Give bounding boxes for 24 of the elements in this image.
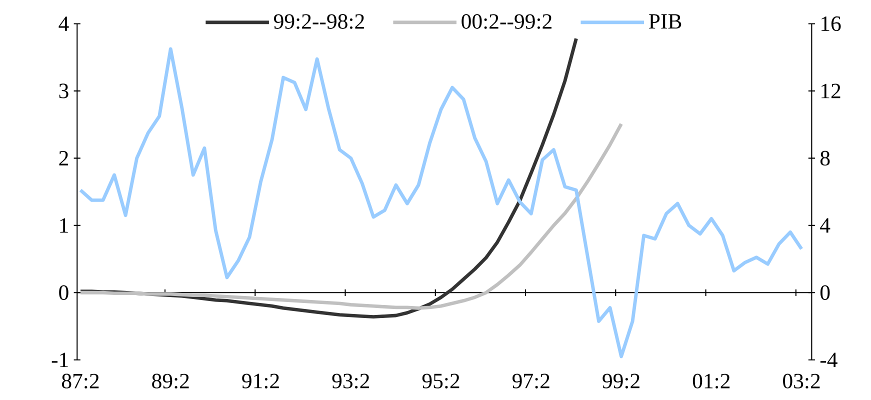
legend-label: 99:2--98:2 — [274, 14, 364, 29]
y-tick-label: -1 — [52, 352, 68, 367]
x-tick-label: 91:2 — [242, 374, 279, 388]
x-tick-label: 97:2 — [512, 374, 550, 388]
y2-tick-label: 16 — [822, 16, 841, 31]
y2-tick-label: 12 — [822, 84, 840, 98]
y-tick-label: 0 — [59, 285, 68, 300]
y2-tick-label: 0 — [820, 285, 830, 300]
x-tick-label: 93:2 — [332, 374, 370, 388]
y-tick-label: 3 — [59, 83, 68, 98]
x-tick-label: 87:2 — [62, 374, 99, 388]
y-tick-label: 2 — [59, 150, 68, 166]
legend-label: 00:2--99:2 — [462, 14, 552, 29]
y2-tick-label: -4 — [820, 352, 838, 367]
y2-tick-label: 8 — [820, 150, 830, 166]
x-tick-label: 89:2 — [152, 374, 189, 388]
x-tick-label: 03:2 — [783, 374, 820, 388]
y-tick-label: 4 — [58, 16, 69, 31]
legend-label: PIB — [648, 14, 682, 28]
y-tick-label: 1 — [60, 218, 68, 232]
y2-tick-label: 4 — [820, 218, 830, 232]
x-tick-label: 95:2 — [422, 374, 460, 388]
x-tick-label: 99:2 — [602, 374, 640, 388]
x-tick-label: 01:2 — [692, 374, 730, 388]
